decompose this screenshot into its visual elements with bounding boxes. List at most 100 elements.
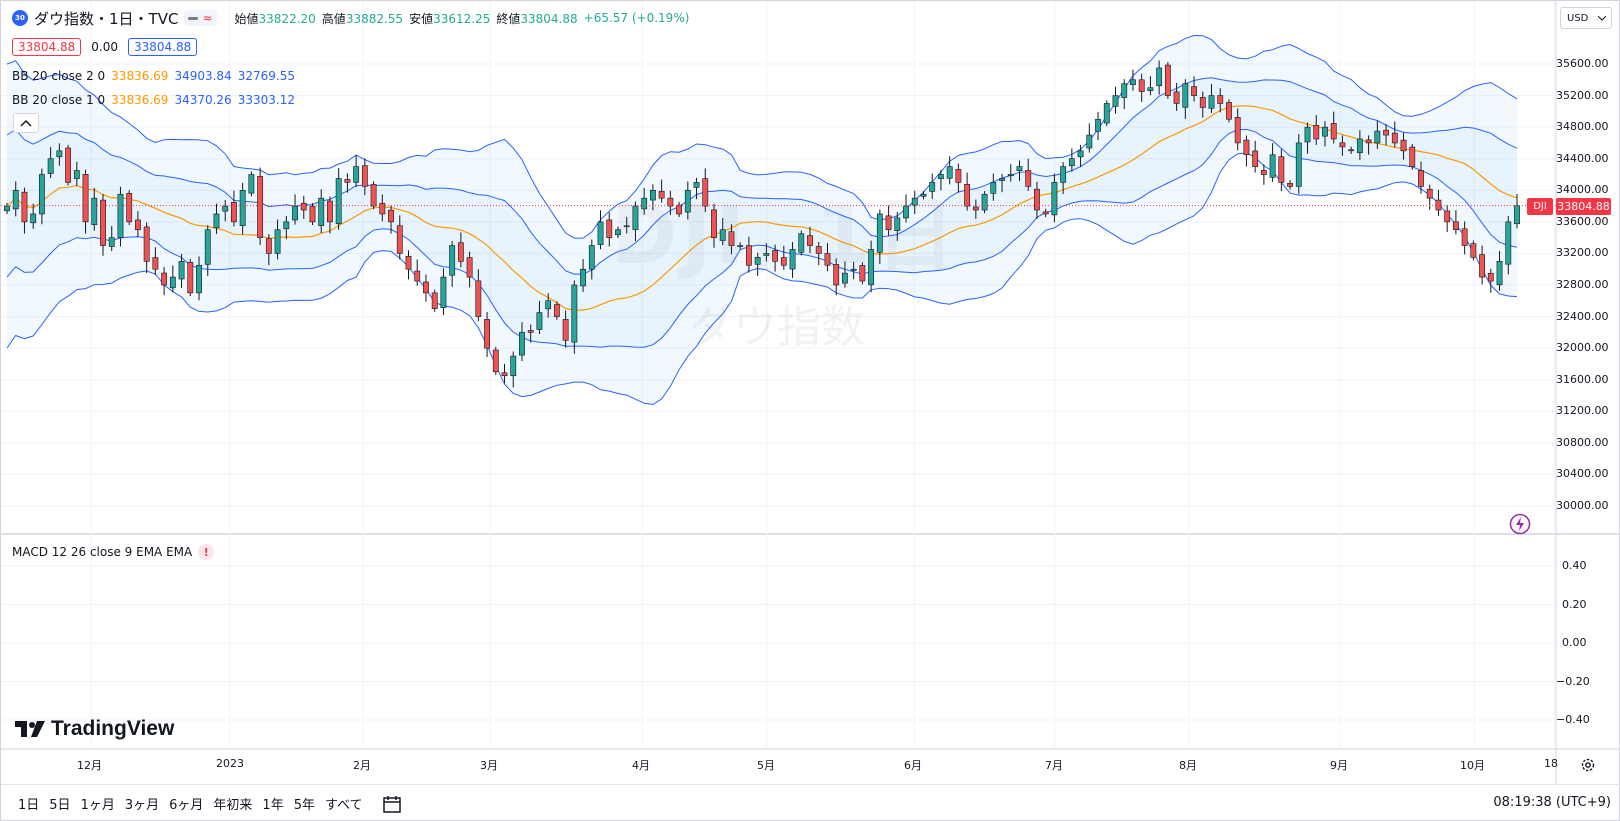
candle[interactable] <box>335 168 342 230</box>
candle[interactable] <box>1391 121 1398 148</box>
candle[interactable] <box>265 234 272 266</box>
candle[interactable] <box>571 280 578 354</box>
candle[interactable] <box>702 168 709 213</box>
candle[interactable] <box>327 196 333 234</box>
candle[interactable] <box>248 171 255 197</box>
lightning-icon[interactable] <box>1509 513 1531 535</box>
candle[interactable] <box>213 203 220 234</box>
candle[interactable] <box>562 310 569 348</box>
candle[interactable] <box>1156 60 1163 95</box>
candle[interactable] <box>12 181 19 217</box>
candle[interactable] <box>1418 161 1424 194</box>
candle[interactable] <box>187 259 194 297</box>
candle[interactable] <box>1034 181 1040 219</box>
candle[interactable] <box>850 261 857 280</box>
candle[interactable] <box>65 144 72 186</box>
candle[interactable] <box>1487 268 1494 293</box>
candle[interactable] <box>1313 114 1320 145</box>
candle[interactable] <box>1514 193 1520 229</box>
candle[interactable] <box>1444 204 1451 233</box>
candle[interactable] <box>1051 173 1058 223</box>
candle[interactable] <box>833 258 840 296</box>
candle[interactable] <box>344 173 351 193</box>
candle[interactable] <box>1260 164 1267 185</box>
candle[interactable] <box>1304 122 1311 154</box>
candle[interactable] <box>1138 73 1145 102</box>
range-button[interactable]: 5日 <box>49 798 71 813</box>
symbol-header[interactable]: 30 ダウ指数・1日・TVC ≈ 始値33822.20 高値33882.55 安… <box>12 9 689 28</box>
candle[interactable] <box>1496 251 1503 291</box>
candle[interactable] <box>196 256 202 301</box>
candle[interactable] <box>1435 189 1442 217</box>
candle[interactable] <box>1077 144 1084 168</box>
candle[interactable] <box>414 259 421 286</box>
candle[interactable] <box>1252 140 1259 173</box>
candle[interactable] <box>457 232 464 268</box>
candle[interactable] <box>100 194 106 256</box>
candle[interactable] <box>798 230 805 256</box>
candle[interactable] <box>1208 83 1215 113</box>
candle[interactable] <box>885 205 892 236</box>
candle[interactable] <box>475 269 482 322</box>
candle[interactable] <box>876 209 883 265</box>
candle[interactable] <box>1278 149 1285 192</box>
candle[interactable] <box>169 265 176 293</box>
candle[interactable] <box>615 226 621 238</box>
candle[interactable] <box>981 191 988 214</box>
candle[interactable] <box>859 262 866 285</box>
candle[interactable] <box>440 268 447 316</box>
candle[interactable] <box>178 253 185 288</box>
range-button[interactable]: すべて <box>324 798 363 813</box>
candle[interactable] <box>903 194 909 223</box>
candle[interactable] <box>396 215 403 260</box>
tradingview-logo[interactable]: TradingView <box>15 717 174 741</box>
candle[interactable] <box>719 218 726 246</box>
sell-price-button[interactable]: 33804.88 <box>12 38 82 56</box>
candle[interactable] <box>1147 75 1154 96</box>
candle[interactable] <box>361 158 368 196</box>
candle[interactable] <box>606 212 613 247</box>
candle[interactable] <box>684 181 691 220</box>
candle[interactable] <box>1295 134 1302 194</box>
candle[interactable] <box>519 322 525 362</box>
candle[interactable] <box>553 301 560 320</box>
candle[interactable] <box>1461 221 1468 255</box>
candle[interactable] <box>1095 111 1101 141</box>
candle[interactable] <box>222 200 229 222</box>
range-button[interactable]: 5年 <box>293 798 315 813</box>
candle[interactable] <box>641 187 648 215</box>
candle[interactable] <box>30 203 37 229</box>
candle[interactable] <box>309 203 316 226</box>
range-button[interactable]: 1ヶ月 <box>80 798 115 813</box>
indicator-bb1[interactable]: BB 20 close 1 0 33836.69 34370.26 33303.… <box>12 91 295 109</box>
candle[interactable] <box>47 147 54 179</box>
candle[interactable] <box>283 215 290 240</box>
candle[interactable] <box>1025 158 1032 191</box>
candle[interactable] <box>1182 79 1189 119</box>
candle[interactable] <box>484 311 490 357</box>
candle[interactable] <box>1068 148 1075 172</box>
candle[interactable] <box>1173 82 1180 111</box>
candle[interactable] <box>117 186 124 247</box>
candle[interactable] <box>693 177 700 200</box>
candle[interactable] <box>423 274 429 302</box>
range-button[interactable]: 6ヶ月 <box>169 798 204 813</box>
candle[interactable] <box>1470 240 1477 261</box>
candle[interactable] <box>1007 164 1014 182</box>
candle[interactable] <box>1016 160 1023 181</box>
candle[interactable] <box>789 242 796 278</box>
candle[interactable] <box>1348 146 1355 154</box>
candle[interactable] <box>239 182 246 235</box>
candle[interactable] <box>1339 135 1346 156</box>
candle[interactable] <box>1365 135 1372 155</box>
candle[interactable] <box>1505 215 1512 275</box>
candle[interactable] <box>824 243 831 272</box>
candle[interactable] <box>1269 143 1276 182</box>
candle[interactable] <box>231 190 237 227</box>
candle[interactable] <box>658 179 665 203</box>
candle[interactable] <box>405 250 412 280</box>
candle[interactable] <box>894 211 901 241</box>
candle[interactable] <box>108 225 115 252</box>
symbol-title[interactable]: ダウ指数・1日・TVC <box>34 9 179 28</box>
